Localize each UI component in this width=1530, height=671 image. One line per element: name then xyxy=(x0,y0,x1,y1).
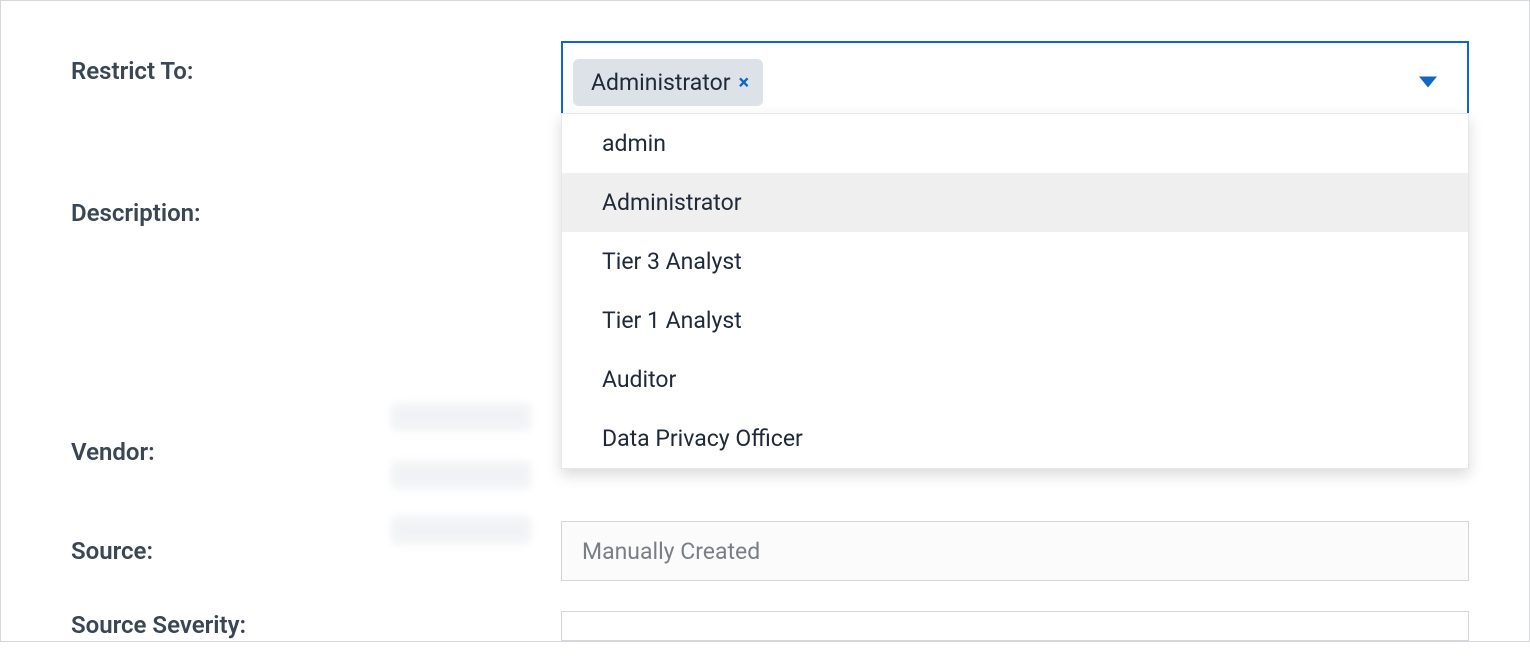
label-restrict-to: Restrict To: xyxy=(71,41,561,85)
chevron-down-icon[interactable] xyxy=(1419,77,1437,88)
restrict-to-multiselect[interactable]: Administrator × xyxy=(561,41,1469,123)
chip-administrator[interactable]: Administrator × xyxy=(573,59,763,106)
option-admin[interactable]: admin xyxy=(562,114,1468,173)
restrict-to-dropdown: admin Administrator Tier 3 Analyst Tier … xyxy=(561,113,1469,469)
option-auditor[interactable]: Auditor xyxy=(562,350,1468,409)
option-label: Tier 1 Analyst xyxy=(602,307,742,334)
label-source-severity: Source Severity: xyxy=(71,611,561,639)
row-restrict-to: Restrict To: Administrator × xyxy=(71,41,1469,123)
label-source: Source: xyxy=(71,521,561,565)
option-administrator[interactable]: Administrator xyxy=(562,173,1468,232)
chip-label: Administrator xyxy=(591,69,731,96)
option-tier-1-analyst[interactable]: Tier 1 Analyst xyxy=(562,291,1468,350)
source-input[interactable]: Manually Created xyxy=(561,521,1469,581)
row-source-severity: Source Severity: xyxy=(71,611,1469,641)
source-value: Manually Created xyxy=(582,538,760,565)
chip-remove-icon[interactable]: × xyxy=(739,72,750,92)
option-label: Administrator xyxy=(602,189,742,216)
option-label: Tier 3 Analyst xyxy=(602,248,742,275)
option-label: admin xyxy=(602,130,666,157)
label-description: Description: xyxy=(71,183,561,227)
source-severity-input[interactable] xyxy=(561,611,1469,641)
row-source: Source: Manually Created xyxy=(71,521,1469,581)
option-label: Data Privacy Officer xyxy=(602,425,803,452)
option-data-privacy-officer[interactable]: Data Privacy Officer xyxy=(562,409,1468,468)
option-label: Auditor xyxy=(602,366,676,393)
option-tier-3-analyst[interactable]: Tier 3 Analyst xyxy=(562,232,1468,291)
label-vendor: Vendor: xyxy=(71,422,561,466)
